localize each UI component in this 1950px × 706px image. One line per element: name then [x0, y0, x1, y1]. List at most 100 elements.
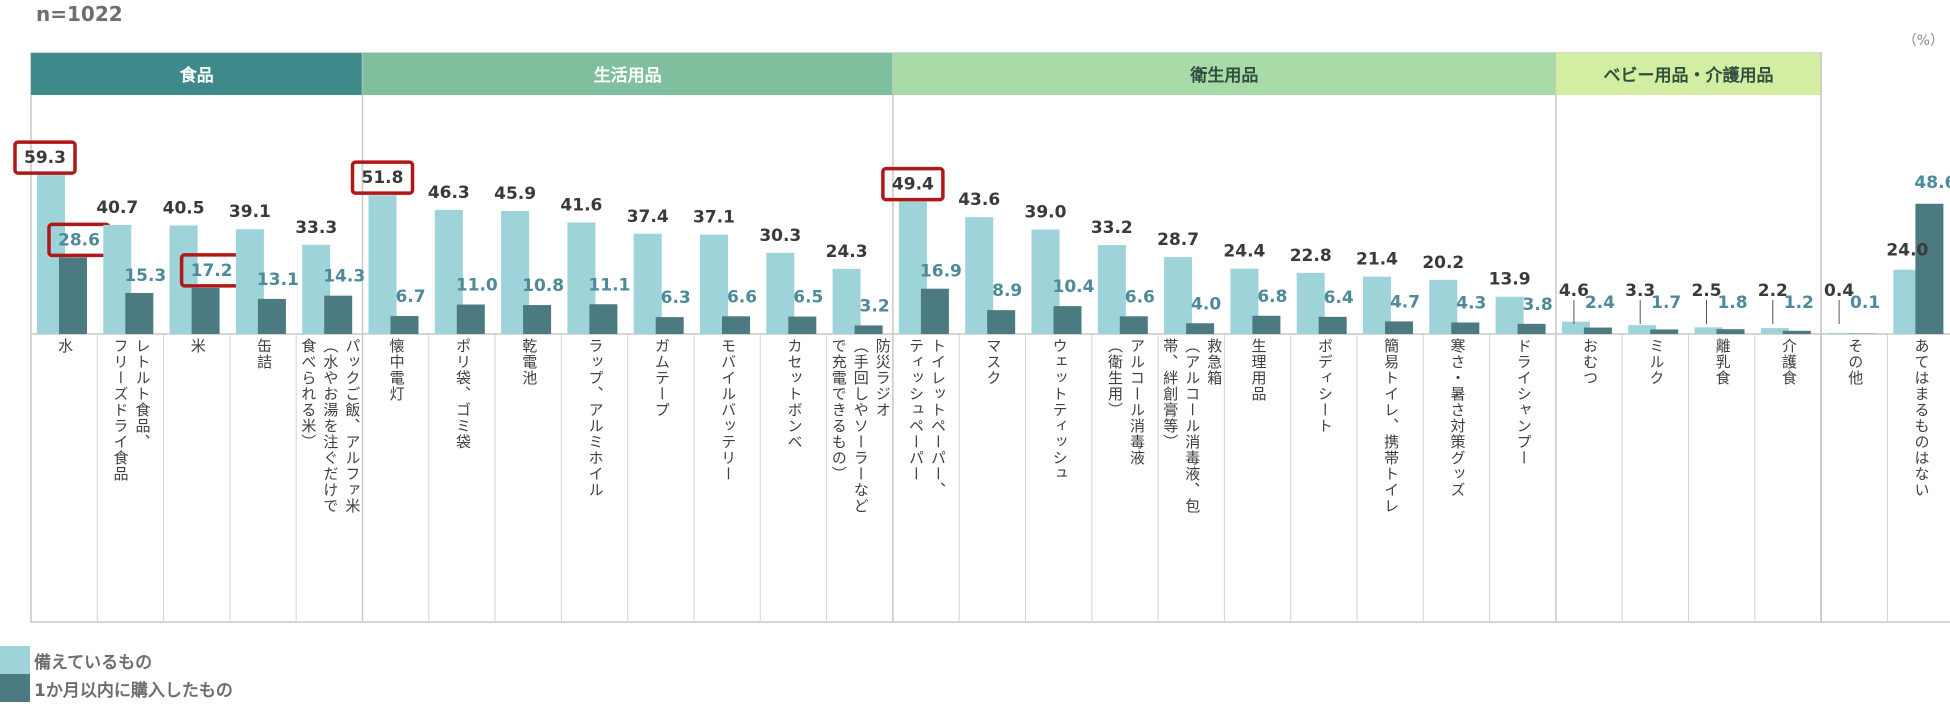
value-label-bought: 6.3 — [661, 288, 691, 308]
legend: 備えているもの 1か月以内に購入したもの — [0, 646, 233, 702]
value-label-bought: 11.0 — [456, 276, 498, 296]
value-label-bought: 6.5 — [793, 288, 823, 308]
value-label-stocked: 22.8 — [1290, 246, 1332, 266]
category-label: ガムテープ — [652, 338, 671, 418]
value-label-stocked: 37.1 — [693, 208, 735, 228]
category-label: ドライシャンプー — [1514, 338, 1533, 466]
bar-stocked — [1164, 257, 1193, 334]
legend-label-stocked: 備えているもの — [34, 652, 153, 673]
value-label-stocked: 3.3 — [1625, 281, 1655, 301]
category-label: 生理用品 — [1249, 338, 1268, 402]
category-label: あてはまるものはない — [1912, 338, 1931, 498]
bar-bought — [523, 305, 552, 334]
category-label: モバイルバッテリー — [719, 338, 738, 482]
bar-bought — [722, 316, 750, 334]
category-label: アルコール消毒液 — [1127, 338, 1146, 466]
category-label: 缶詰 — [255, 338, 274, 370]
category-label: 食べられる米） — [299, 338, 318, 450]
category-label: パックご飯、アルファ米 — [343, 338, 362, 514]
value-label-stocked: 2.5 — [1691, 281, 1721, 301]
category-label: ウェットティッシュ — [1050, 338, 1069, 482]
category-label: （手回しやソーラーなど — [851, 338, 870, 514]
bar-bought — [324, 295, 353, 334]
sample-size-label: n=1022 — [36, 2, 123, 26]
value-label-stocked: 33.2 — [1091, 218, 1133, 238]
value-label-bought: 17.2 — [191, 261, 233, 281]
legend-label-bought: 1か月以内に購入したもの — [34, 680, 233, 701]
category-label: 帯、絆創膏等） — [1161, 338, 1180, 450]
group-header — [31, 53, 363, 95]
group-header-label: 生活用品 — [594, 65, 662, 86]
category-label: トイレットペーパー、 — [929, 338, 948, 498]
value-label-stocked: 40.7 — [96, 198, 138, 218]
value-label-bought: 15.3 — [124, 266, 166, 286]
value-label-bought: 3.2 — [860, 296, 890, 316]
category-label: 簡易トイレ、携帯トイレ — [1382, 338, 1401, 514]
value-label-stocked: 4.6 — [1559, 281, 1589, 301]
category-label: その他 — [1846, 338, 1865, 386]
group-header-label: 食品 — [180, 65, 214, 86]
bar-bought — [1915, 203, 1944, 334]
value-label-stocked: 21.4 — [1356, 250, 1398, 270]
value-label-stocked: 20.2 — [1422, 253, 1464, 273]
highlight-box — [881, 166, 945, 202]
value-label-bought: 14.3 — [323, 267, 365, 287]
bar-bought — [125, 292, 154, 334]
bar-bought — [920, 288, 949, 334]
value-label-stocked: 24.3 — [826, 242, 868, 262]
bar-bought — [1517, 323, 1546, 334]
value-label-stocked: 46.3 — [428, 183, 470, 203]
bar-stocked — [1694, 327, 1723, 334]
value-label-bought: 4.7 — [1390, 292, 1420, 312]
value-label-stocked: 24.0 — [1886, 241, 1928, 261]
category-label: ティッシュペーパー — [907, 338, 926, 482]
value-label-stocked: 2.2 — [1758, 281, 1788, 301]
category-label: ボディシート — [1315, 338, 1334, 434]
bar-bought — [1583, 327, 1612, 334]
value-label-stocked: 28.7 — [1157, 230, 1199, 250]
group-header — [1555, 53, 1822, 95]
value-label-bought: 6.7 — [395, 287, 425, 307]
bar-bought — [1385, 321, 1413, 334]
category-label: 救急箱 — [1205, 338, 1224, 386]
bar-bought — [1186, 323, 1215, 334]
legend-swatch-stocked — [0, 646, 30, 674]
value-label-stocked: 39.0 — [1025, 202, 1067, 222]
bar-bought — [1318, 316, 1347, 334]
bar-bought — [1252, 315, 1281, 334]
bar-bought — [191, 287, 220, 334]
value-label-bought: 10.4 — [1053, 277, 1095, 297]
value-label-bought: 3.8 — [1523, 295, 1553, 315]
legend-item-stocked: 備えているもの — [0, 646, 233, 674]
category-label: （衛生用） — [1105, 338, 1124, 418]
legend-swatch-bought — [0, 674, 30, 702]
category-label: ポリ袋、ゴミ袋 — [453, 338, 472, 450]
group-header — [892, 53, 1556, 95]
bar-bought — [390, 316, 419, 334]
value-label-stocked: 37.4 — [627, 207, 669, 227]
value-label-stocked: 24.4 — [1223, 242, 1265, 262]
category-label: フリーズドライ食品 — [111, 338, 130, 482]
value-label-bought: 6.8 — [1257, 287, 1287, 307]
bar-bought — [1119, 316, 1148, 334]
category-label: マスク — [984, 338, 1003, 386]
bar-bought — [1053, 306, 1082, 334]
bar-stocked — [832, 268, 861, 334]
bar-bought — [788, 316, 817, 334]
category-label: 介護食 — [1779, 338, 1798, 386]
category-label: ミルク — [1647, 338, 1666, 386]
value-label-bought: 6.6 — [727, 287, 757, 307]
value-label-stocked: 43.6 — [958, 190, 1000, 210]
unit-label: （%） — [1902, 33, 1944, 49]
category-label: で充電できるもの） — [829, 338, 848, 482]
value-label-bought: 4.3 — [1456, 293, 1486, 313]
bar-bought — [854, 325, 883, 334]
bar-chart: 食品 生活用品 衛生用品 ベビー用品・介護用品 59.3 28.6 40.7 15.3 40.5… — [13, 52, 1950, 623]
value-label-bought: 2.4 — [1585, 293, 1615, 313]
bar-bought — [257, 298, 286, 334]
category-label: おむつ — [1581, 338, 1600, 386]
bar-bought — [1782, 330, 1811, 334]
bar-stocked — [368, 195, 397, 334]
value-label-bought: 8.9 — [992, 281, 1022, 301]
value-label-bought: 6.6 — [1125, 287, 1155, 307]
